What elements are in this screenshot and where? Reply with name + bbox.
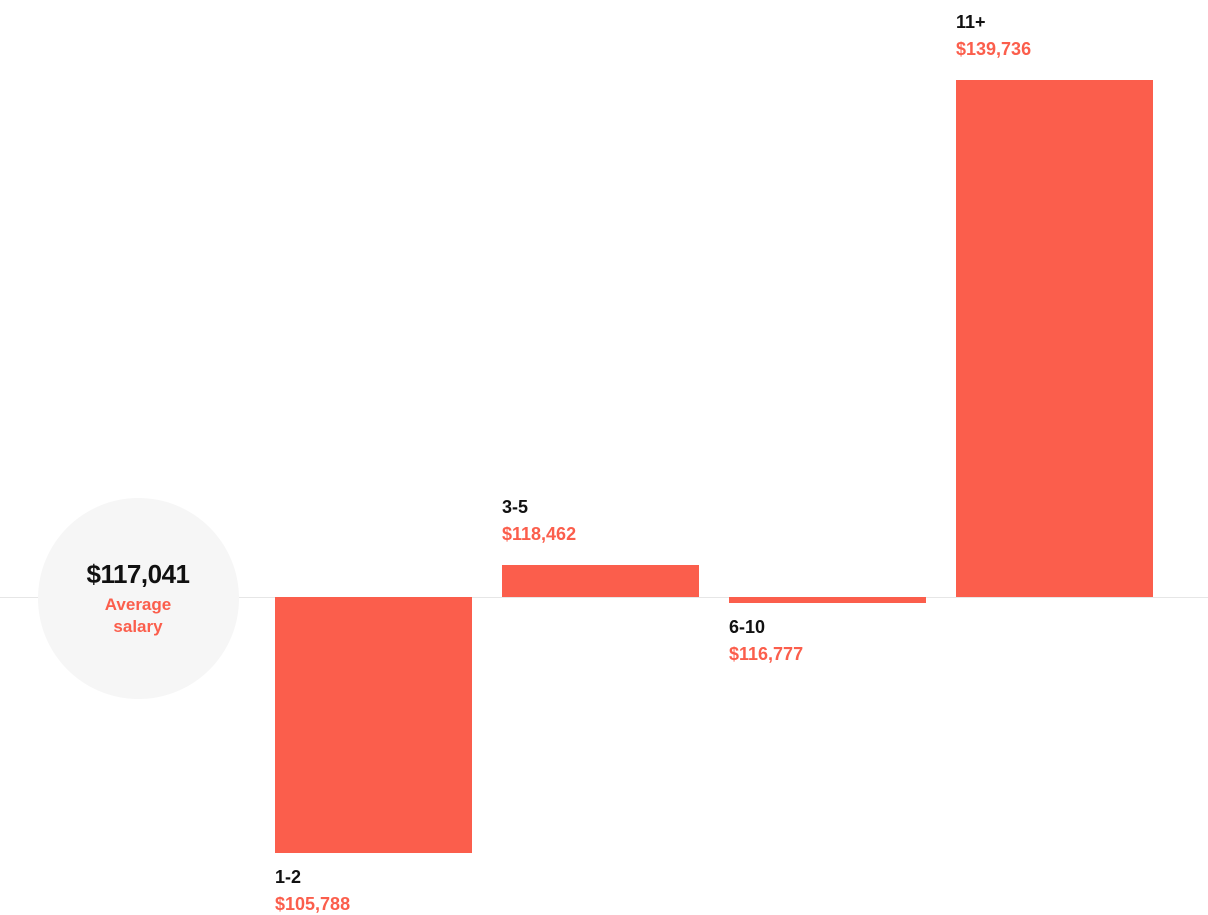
bar <box>956 80 1153 597</box>
average-label-line2: salary <box>105 616 171 637</box>
bar <box>275 597 472 853</box>
average-value: $117,041 <box>86 559 189 590</box>
bar-label: 6-10 $116,777 <box>729 617 803 665</box>
bar-value: $139,736 <box>956 39 1031 60</box>
bar-value: $118,462 <box>502 524 576 545</box>
salary-deviation-chart: $117,041 Average salary 1-2$105,7883-5$1… <box>0 0 1208 862</box>
bar-value: $116,777 <box>729 644 803 665</box>
bar <box>502 565 699 597</box>
bar <box>729 597 926 603</box>
bar-category: 3-5 <box>502 497 576 518</box>
average-label-line1: Average <box>105 594 171 615</box>
bar-label: 11+ $139,736 <box>956 12 1031 60</box>
average-badge: $117,041 Average salary <box>38 498 239 699</box>
bar-category: 1-2 <box>275 867 350 888</box>
bar-label: 3-5 $118,462 <box>502 497 576 545</box>
bar-category: 6-10 <box>729 617 803 638</box>
bar-value: $105,788 <box>275 894 350 915</box>
bar-category: 11+ <box>956 12 1031 33</box>
average-label: Average salary <box>105 594 171 637</box>
bar-label: 1-2 $105,788 <box>275 867 350 915</box>
